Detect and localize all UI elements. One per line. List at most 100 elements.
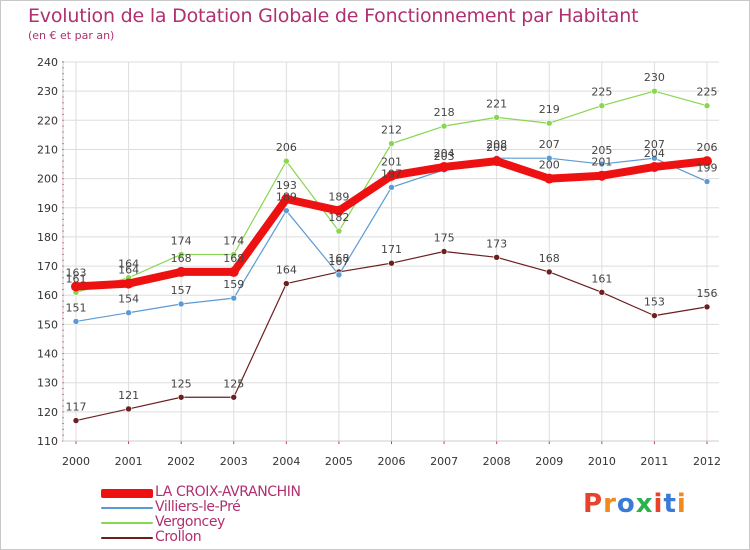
y-tick-label: 120 [37, 406, 58, 419]
y-tick-label: 210 [37, 143, 58, 156]
data-label-la-croix-avranchin: 204 [434, 147, 455, 160]
data-point-crollon [651, 312, 658, 319]
x-tick-label: 2011 [640, 455, 668, 468]
data-label-vergoncey: 219 [539, 103, 560, 116]
proxiti-logo: Proxiti [583, 489, 687, 519]
legend-label: Vergoncey [155, 514, 225, 530]
data-label-crollon: 156 [697, 287, 718, 300]
legend-label: LA CROIX-AVRANCHIN [155, 484, 301, 500]
data-point-crollon [177, 393, 185, 401]
legend-label: Villiers-le-Pré [155, 499, 241, 515]
x-tick-label: 2006 [378, 455, 406, 468]
data-label-vergoncey: 206 [276, 141, 297, 154]
data-label-la-croix-avranchin: 163 [66, 266, 87, 279]
data-label-vergoncey: 218 [434, 106, 455, 119]
data-label-la-croix-avranchin: 206 [486, 141, 507, 154]
data-point-la-croix-avranchin [281, 194, 292, 205]
data-label-crollon: 171 [381, 243, 402, 256]
data-point-crollon [493, 254, 500, 261]
data-point-vergoncey [335, 227, 343, 235]
data-label-la-croix-avranchin: 168 [223, 252, 244, 265]
data-label-vergoncey: 225 [591, 86, 612, 99]
data-point-crollon [545, 268, 553, 276]
data-label-la-croix-avranchin: 168 [171, 252, 192, 265]
data-point-villiers-le-pr [388, 184, 395, 191]
y-tick-label: 180 [37, 231, 58, 244]
data-label-vergoncey: 212 [381, 124, 402, 137]
y-tick-label: 150 [37, 318, 58, 331]
data-label-crollon: 121 [118, 389, 139, 402]
data-label-la-croix-avranchin: 200 [539, 159, 560, 172]
data-point-villiers-le-pr [177, 300, 185, 308]
data-point-crollon [72, 417, 80, 424]
data-label-la-croix-avranchin: 164 [118, 264, 139, 277]
legend-swatch [101, 507, 153, 509]
data-label-vergoncey: 164 [118, 258, 139, 271]
data-point-vergoncey [230, 251, 238, 258]
data-label-la-croix-avranchin: 204 [644, 147, 665, 160]
logo-letter: i [676, 489, 687, 519]
x-tick-label: 2009 [535, 455, 563, 468]
data-label-crollon: 173 [486, 237, 507, 250]
data-label-vergoncey: 230 [644, 71, 665, 84]
data-label-vergoncey: 161 [66, 272, 87, 285]
y-tick-label: 130 [37, 377, 58, 390]
data-label-vergoncey: 174 [223, 234, 244, 247]
data-point-vergoncey [388, 140, 395, 147]
data-point-crollon [598, 289, 606, 296]
data-label-la-croix-avranchin: 201 [381, 156, 402, 169]
legend-swatch [101, 488, 153, 498]
y-tick-label: 230 [37, 85, 58, 98]
y-tick-label: 220 [37, 114, 58, 127]
x-tick-label: 2004 [272, 455, 300, 468]
data-label-crollon: 117 [66, 401, 87, 414]
data-label-villiers-le-pr: 207 [644, 138, 665, 151]
data-point-vergoncey [440, 122, 448, 130]
data-point-la-croix-avranchin [71, 281, 81, 292]
data-point-crollon [703, 303, 711, 311]
data-point-vergoncey [545, 119, 553, 127]
data-point-vergoncey [493, 114, 500, 121]
logo-letter: x [635, 489, 654, 519]
data-point-crollon [283, 280, 290, 287]
data-label-villiers-le-pr: 205 [591, 144, 612, 157]
data-label-crollon: 161 [591, 272, 612, 285]
data-label-crollon: 164 [276, 264, 297, 277]
data-label-la-croix-avranchin: 201 [591, 156, 612, 169]
data-point-la-croix-avranchin [333, 205, 344, 216]
y-tick-label: 140 [37, 348, 58, 361]
data-label-vergoncey: 174 [171, 234, 192, 247]
y-tick-label: 170 [37, 260, 58, 273]
data-point-la-croix-avranchin [596, 170, 607, 181]
data-label-villiers-le-pr: 197 [381, 167, 402, 180]
data-point-vergoncey [283, 157, 290, 165]
legend-label: Crollon [155, 529, 202, 545]
data-label-la-croix-avranchin: 189 [328, 191, 349, 204]
data-label-crollon: 168 [328, 252, 349, 265]
x-tick-label: 2012 [693, 455, 721, 468]
data-label-crollon: 125 [171, 377, 192, 390]
data-point-villiers-le-pr [72, 318, 80, 325]
data-point-villiers-le-pr [703, 178, 711, 185]
data-point-la-croix-avranchin [439, 161, 450, 172]
data-point-villiers-le-pr [651, 154, 658, 162]
logo-letter: t [663, 489, 677, 519]
data-point-la-croix-avranchin [176, 266, 187, 277]
data-label-crollon: 175 [434, 232, 455, 245]
data-point-la-croix-avranchin [491, 156, 502, 167]
x-tick-label: 2001 [115, 455, 143, 468]
data-label-villiers-le-pr: 203 [434, 150, 455, 163]
data-label-villiers-le-pr: 157 [171, 284, 192, 297]
data-label-villiers-le-pr: 154 [118, 293, 139, 306]
logo-letter: r [603, 489, 617, 519]
data-point-villiers-le-pr [230, 294, 238, 302]
data-point-vergoncey [177, 251, 185, 258]
y-tick-label: 190 [37, 202, 58, 215]
data-label-crollon: 153 [644, 296, 665, 309]
x-tick-label: 2003 [220, 455, 248, 468]
data-point-vergoncey [703, 102, 711, 110]
data-label-crollon: 125 [223, 377, 244, 390]
data-point-villiers-le-pr [598, 160, 606, 168]
